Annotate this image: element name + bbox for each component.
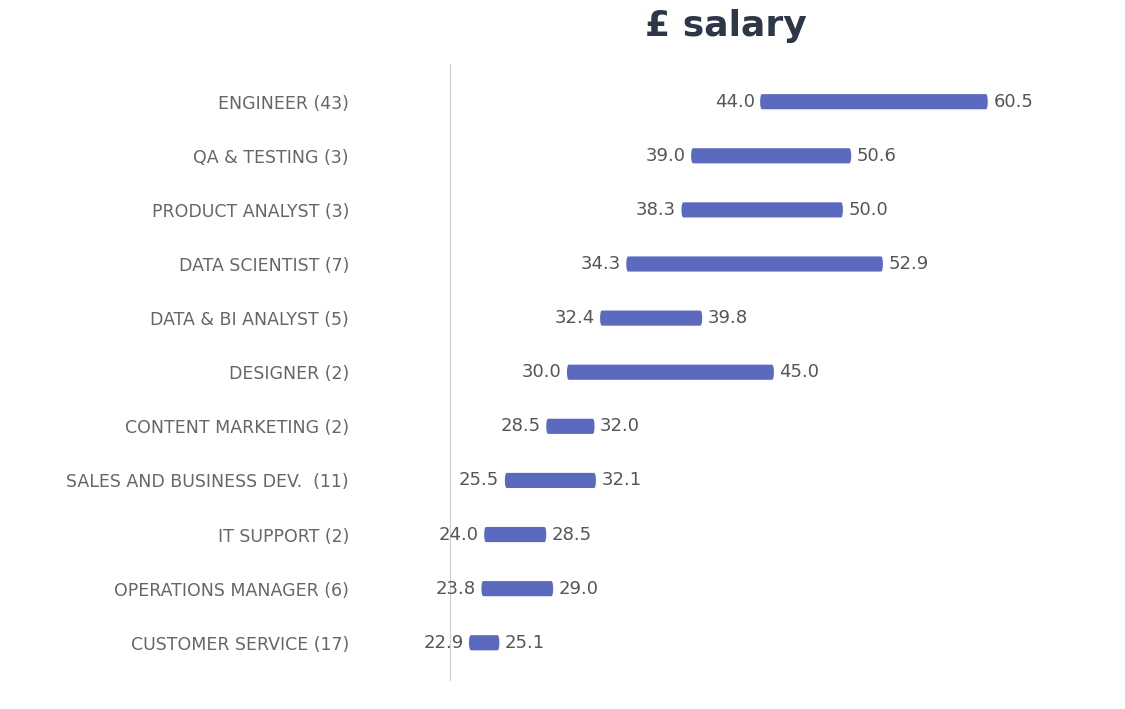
Text: 32.4: 32.4	[555, 309, 594, 327]
FancyBboxPatch shape	[627, 257, 883, 272]
Title: £ salary: £ salary	[645, 9, 807, 43]
Text: 39.0: 39.0	[646, 147, 685, 164]
Text: 29.0: 29.0	[559, 580, 598, 598]
Text: 38.3: 38.3	[636, 201, 676, 219]
FancyBboxPatch shape	[484, 527, 547, 542]
Text: 52.9: 52.9	[889, 255, 928, 273]
FancyBboxPatch shape	[691, 148, 852, 163]
Text: 22.9: 22.9	[423, 634, 464, 652]
Text: 28.5: 28.5	[501, 418, 541, 435]
Text: 50.0: 50.0	[848, 201, 888, 219]
Text: 23.8: 23.8	[435, 580, 476, 598]
Text: 32.1: 32.1	[602, 471, 641, 489]
FancyBboxPatch shape	[682, 202, 843, 218]
Text: 45.0: 45.0	[780, 363, 819, 381]
Text: 25.1: 25.1	[505, 634, 544, 652]
FancyBboxPatch shape	[547, 419, 594, 434]
FancyBboxPatch shape	[567, 364, 774, 380]
FancyBboxPatch shape	[469, 635, 500, 650]
Text: 28.5: 28.5	[551, 525, 592, 544]
Text: 25.5: 25.5	[459, 471, 500, 489]
FancyBboxPatch shape	[505, 473, 596, 488]
Text: 60.5: 60.5	[993, 93, 1033, 111]
Text: 24.0: 24.0	[439, 525, 478, 544]
Text: 50.6: 50.6	[857, 147, 897, 164]
Text: 39.8: 39.8	[708, 309, 748, 327]
Text: 44.0: 44.0	[714, 93, 755, 111]
Text: 30.0: 30.0	[522, 363, 561, 381]
Text: 34.3: 34.3	[580, 255, 621, 273]
FancyBboxPatch shape	[482, 581, 554, 596]
FancyBboxPatch shape	[760, 94, 988, 109]
Text: 32.0: 32.0	[600, 418, 640, 435]
FancyBboxPatch shape	[600, 311, 702, 325]
